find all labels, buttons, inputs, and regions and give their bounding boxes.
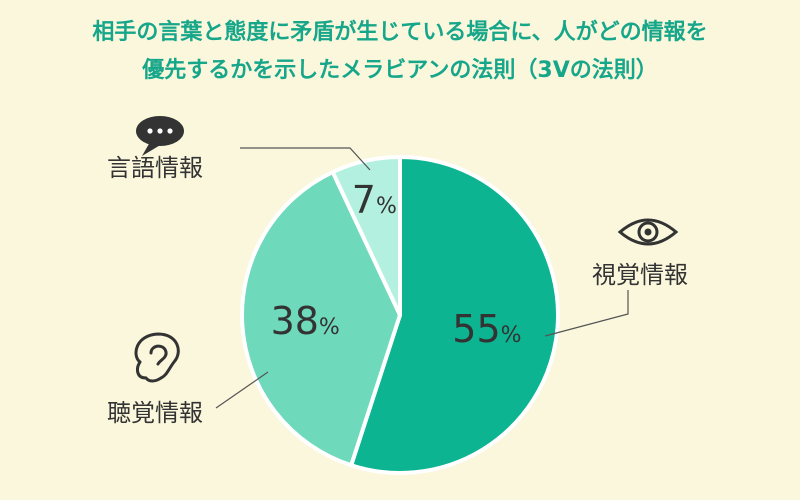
chart-title: 相手の言葉と態度に矛盾が生じている場合に、人がどの情報を 優先するかを示したメラ… [0,14,800,90]
pie-slice-verbal [330,155,402,317]
leader-line-auditory [215,371,269,409]
percent-labels: 55% 38% 7% [271,178,522,351]
slice-label-verbal: 言語情報 [107,154,203,182]
pie-slices [240,155,560,475]
leader-line-verbal [240,147,371,171]
leader-line-visual [544,290,629,337]
speech-bubble-icon [136,116,184,156]
title-line-2: 優先するかを示したメラビアンの法則（3Vの法則） [142,58,658,83]
eye-icon [617,218,679,246]
title-line-1: 相手の言葉と態度に矛盾が生じている場合に、人がどの情報を [92,20,708,45]
percent-label-visual: 55% [452,307,521,351]
pie-slice-auditory [240,170,402,468]
slice-label-auditory: 聴覚情報 [107,399,203,427]
ear-icon [134,332,180,383]
percent-label-auditory: 38% [271,299,340,343]
slice-label-visual: 視覚情報 [592,261,688,289]
percent-label-verbal: 7% [352,178,397,222]
pie-slice-visual [349,155,560,475]
